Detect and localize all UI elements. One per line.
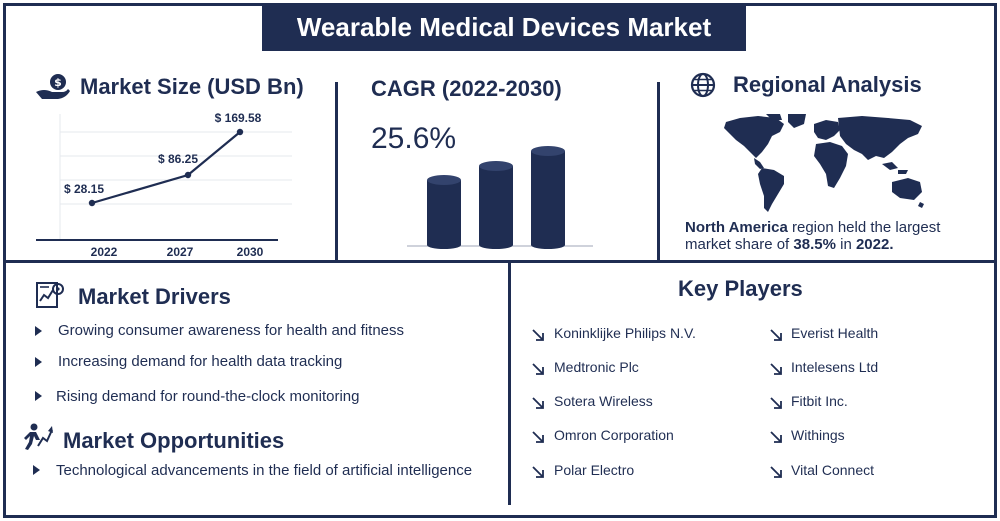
key-player-name: Sotera Wireless [554, 393, 653, 409]
page-title: Wearable Medical Devices Market [262, 3, 746, 51]
arrow-icon [769, 362, 783, 381]
key-player-name: Everist Health [791, 325, 879, 341]
arrow-icon [769, 430, 783, 449]
divider [508, 263, 511, 505]
market-size-chart: $ 28.15 2022 $ 86.25 2027 $ 169.58 2030 [36, 111, 292, 259]
bullet-icon [33, 465, 40, 475]
data-label: $ 28.15 [64, 182, 104, 196]
region-share: 38.5% [793, 236, 836, 253]
arrow-icon [769, 396, 783, 415]
arrow-icon [769, 465, 783, 484]
regional-text-line-1: North America region held the largest [685, 219, 941, 236]
data-point [236, 128, 244, 136]
x-tick-label: 2027 [167, 245, 194, 259]
world-map [724, 114, 924, 212]
data-label: $ 86.25 [158, 152, 198, 166]
key-player-name: Vital Connect [791, 462, 875, 478]
opportunity-item: Technological advancements in the field … [56, 462, 473, 479]
svg-text:$: $ [54, 76, 62, 89]
key-player-name: Withings [791, 427, 845, 443]
bullet-icon [35, 326, 42, 336]
regional-heading: Regional Analysis [733, 72, 922, 97]
regional-text-line-2: market share of 38.5% in 2022. [685, 236, 894, 253]
arrow-icon [531, 362, 545, 381]
money-hand-icon: $ [34, 72, 72, 107]
bullet-icon [35, 357, 42, 367]
data-point [88, 199, 96, 207]
driver-item: Increasing demand for health data tracki… [58, 353, 343, 370]
driver-item: Rising demand for round-the-clock monito… [56, 388, 360, 405]
arrow-icon [531, 328, 545, 347]
globe-icon [690, 72, 716, 103]
market-drivers-heading: Market Drivers [78, 284, 231, 309]
arrow-icon [531, 430, 545, 449]
arrow-icon [531, 465, 545, 484]
key-player-name: Koninklijke Philips N.V. [554, 325, 696, 341]
arrow-icon [769, 328, 783, 347]
cagr-value: 25.6% [371, 122, 457, 155]
cagr-cylinders [407, 146, 593, 249]
key-player-name: Medtronic Plc [554, 359, 639, 375]
key-player-name: Fitbit Inc. [791, 393, 848, 409]
series-line [91, 131, 241, 205]
region-year: 2022. [855, 236, 894, 253]
key-players-heading: Key Players [678, 276, 803, 301]
x-tick-label: 2022 [91, 245, 118, 259]
divider [3, 260, 997, 263]
data-label: $ 169.58 [215, 111, 262, 125]
market-opportunities-heading: Market Opportunities [63, 428, 285, 453]
bullet-icon [35, 391, 42, 401]
market-size-heading: Market Size (USD Bn) [80, 74, 304, 99]
driver-item: Growing consumer awareness for health an… [58, 322, 405, 339]
growth-person-icon [20, 422, 54, 457]
key-player-name: Intelesens Ltd [791, 359, 879, 375]
arrow-icon [531, 396, 545, 415]
chart-report-icon [35, 281, 65, 316]
divider [657, 82, 660, 260]
region-name: North America [685, 219, 788, 236]
data-point [184, 171, 192, 179]
x-tick-label: 2030 [237, 245, 264, 259]
divider [335, 82, 338, 260]
cagr-heading: CAGR (2022-2030) [371, 76, 562, 101]
key-player-name: Omron Corporation [554, 427, 674, 443]
key-player-name: Polar Electro [554, 462, 635, 478]
